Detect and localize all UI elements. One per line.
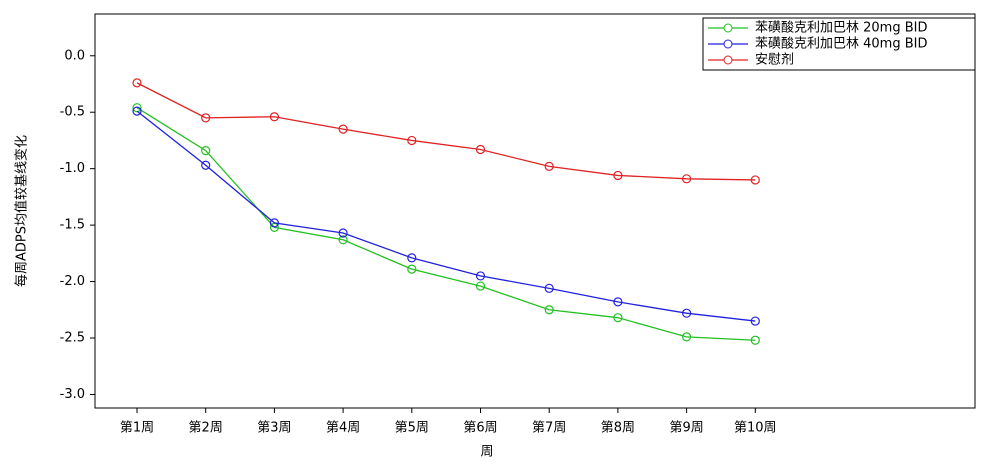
data-point [750,335,760,345]
data-point [544,161,554,172]
data-point [132,106,142,116]
data-point [132,78,142,88]
data-point [544,305,554,315]
y-tick-label: -0.5 [60,105,85,120]
data-point [475,144,486,155]
data-point [407,135,417,146]
x-axis-label: 周 [480,445,493,460]
y-tick-label: -1.5 [60,218,85,233]
x-tick-label: 第4周 [326,421,360,436]
data-point [613,313,623,323]
y-tick-label: -3.0 [60,387,85,402]
y-axis-label: 每周ADPS均值较基线变化 [14,135,30,287]
x-tick-label: 第2周 [189,421,223,436]
x-tick-label: 第9周 [669,421,703,436]
legend-marker [723,23,733,33]
y-tick-label: -2.5 [60,331,85,346]
x-tick-label: 第1周 [120,421,154,436]
x-tick-label: 第5周 [395,421,429,436]
data-point [269,112,279,122]
legend-label: 苯磺酸克利加巴林 40mg BID [755,37,928,52]
y-tick-label: 0.0 [64,48,85,63]
series-line [136,82,756,181]
data-point [338,235,348,245]
data-point [407,253,417,263]
data-point [750,316,760,326]
data-point [544,283,554,293]
x-tick-label: 第7周 [532,421,566,436]
series-line [136,107,756,341]
legend-marker [723,39,733,49]
series-line [136,110,756,322]
legend-marker [723,55,733,65]
data-point [407,264,417,274]
data-point [750,175,760,185]
data-point [269,218,279,228]
data-point [201,146,211,156]
legend-label: 苯磺酸克利加巴林 20mg BID [755,21,928,36]
y-tick-label: -2.0 [60,274,85,289]
x-tick-label: 第8周 [601,421,635,436]
x-tick-label: 第3周 [257,421,291,436]
data-point [681,308,692,318]
data-point [613,297,623,307]
data-point [475,271,486,281]
data-point [201,113,211,123]
x-tick-label: 第10周 [734,421,777,436]
legend-label: 安慰剂 [755,53,794,68]
data-point [201,160,211,170]
data-point [681,174,692,184]
data-point [681,332,692,342]
data-point [338,228,348,238]
legend-box [702,17,976,71]
data-point [613,170,623,181]
y-tick-label: -1.0 [60,161,85,176]
data-point [338,124,348,134]
plot-frame [94,13,976,409]
x-tick-label: 第6周 [463,421,497,436]
data-point [475,281,486,291]
